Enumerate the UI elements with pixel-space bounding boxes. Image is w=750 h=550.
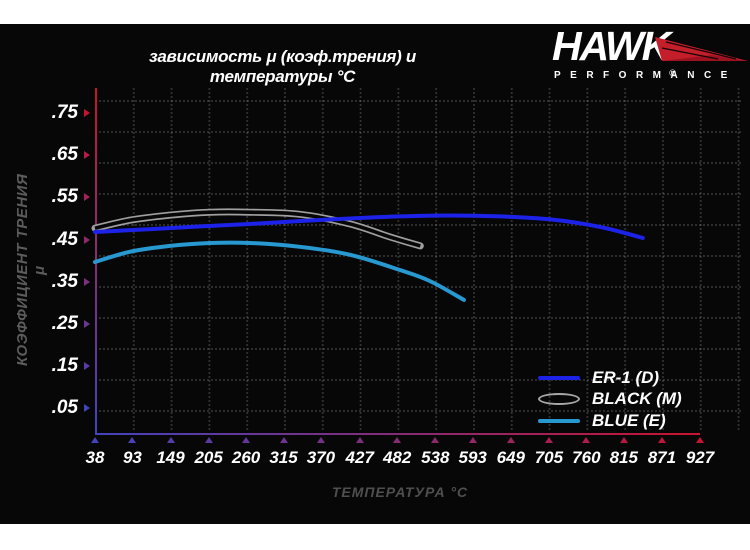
legend-swatch-icon [538,375,580,380]
x-axis-line [95,433,700,435]
legend-label: BLUE (E) [592,410,666,430]
y-tick-label: .45 [51,228,78,250]
x-tick-label: 427 [345,448,374,467]
x-tick-label: 205 [194,448,223,467]
x-tick-arrow-icon [393,437,402,443]
x-tick-label: 93 [122,448,142,467]
x-tick-arrow-icon [657,437,666,443]
x-tick-label: 593 [458,448,487,467]
x-tick-label: 370 [306,448,336,467]
x-tick-label: 149 [156,448,185,467]
x-tick-arrow-icon [544,437,553,443]
y-tick-label: .65 [51,144,78,166]
x-tick-label: 927 [685,448,715,467]
legend-label: ER-1 (D) [592,367,660,387]
legend-swatch-icon [538,418,580,423]
y-axis-line [95,88,97,433]
hawk-logo-wordmark: HAWK® [552,26,676,93]
x-tick-arrow-icon [696,437,704,443]
x-tick-arrow-icon [128,437,137,443]
y-tick-arrow-icon [84,235,90,244]
x-tick-arrow-icon [355,437,364,443]
x-tick-label: 760 [572,448,601,467]
x-tick-label: 482 [382,448,412,467]
y-tick-label: .05 [51,397,78,419]
legend-item: BLACK (M) [538,389,682,411]
y-tick-arrow-icon [84,404,90,413]
y-tick-arrow-icon [84,151,90,160]
y-tick-label: .55 [51,186,78,208]
x-tick-arrow-icon [279,437,288,443]
x-tick-arrow-icon [204,437,213,443]
x-tick-label: 315 [269,448,298,467]
x-tick-label: 538 [421,448,450,467]
y-axis-title: КОЭФФИЦИЕНТ ТРЕНИЯ μ [14,173,48,367]
x-tick-arrow-icon [582,437,591,443]
y-tick-arrow-icon [84,193,90,202]
x-tick-arrow-icon [468,437,477,443]
x-tick-label: 871 [647,448,677,467]
x-tick-label: 649 [496,448,525,467]
x-tick-arrow-icon [619,437,628,443]
hawk-logo-text: HAWK [552,23,671,69]
y-tick-arrow-icon [84,277,90,286]
legend-item: ER-1 (D) [538,367,682,389]
registered-trademark-icon: ® [669,68,676,78]
y-tick-label: .15 [51,355,78,377]
x-tick-arrow-icon [91,437,99,443]
x-tick-arrow-icon [316,437,325,443]
x-tick-label: 705 [534,448,564,467]
y-tick-arrow-icon [84,320,90,328]
x-tick-label: 38 [85,448,105,467]
hawk-logo-tagline: PERFORMANCE [554,70,737,81]
x-tick-arrow-icon [242,437,251,443]
y-tick-label: .25 [51,313,78,334]
hawk-wing-icon [655,37,748,61]
x-tick-arrow-icon [431,437,440,443]
legend-swatch-icon [538,393,580,406]
x-tick-label: 260 [231,448,261,467]
legend-label: BLACK (M) [592,389,682,409]
hawk-logo: HAWK® PERFORMANCE [538,26,748,82]
x-tick-arrow-icon [506,437,515,443]
x-tick-label: 815 [609,448,638,467]
legend-item: BLUE (E) [538,410,682,432]
y-tick-label: .75 [51,102,78,123]
y-tick-label: .35 [51,270,78,292]
chart-title: зависимость μ (коэф.трения) и температур… [149,47,416,86]
x-tick-arrow-icon [166,437,175,443]
chart-legend: ER-1 (D) BLACK (M) BLUE (E) [538,367,682,432]
x-axis-title: ТЕМПЕРАТУРА °C [331,484,469,500]
y-tick-arrow-icon [84,109,90,117]
y-tick-arrow-icon [84,362,90,371]
